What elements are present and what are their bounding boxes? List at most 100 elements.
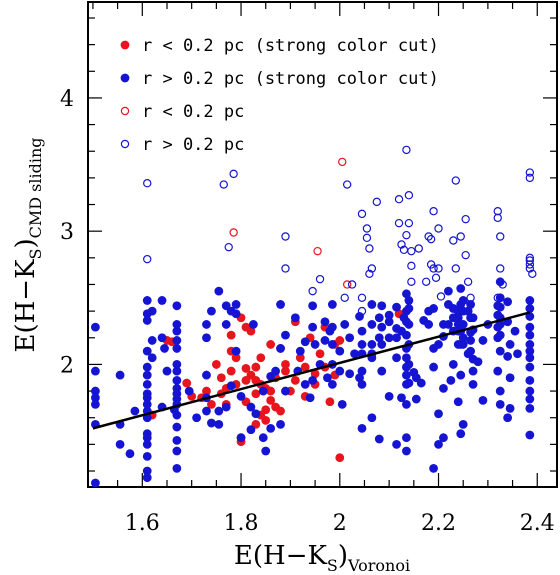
data-point: [300, 362, 310, 372]
data-point: [184, 386, 194, 396]
data-point: [434, 264, 443, 273]
data-point: [525, 340, 535, 349]
data-point: [221, 320, 231, 329]
data-point: [281, 366, 290, 376]
data-point: [458, 419, 468, 429]
data-point: [525, 376, 535, 385]
data-point: [221, 402, 231, 412]
data-point: [421, 277, 431, 287]
data-point: [310, 340, 320, 349]
data-point: [367, 320, 377, 329]
data-point: [236, 391, 246, 401]
y-axis-label: E(H−KS)CMD sliding: [11, 137, 45, 352]
data-point: [91, 322, 100, 332]
data-point: [271, 366, 280, 376]
data-point: [202, 406, 211, 416]
data-point: [226, 381, 236, 391]
data-point: [147, 353, 157, 363]
data-point: [434, 439, 443, 449]
data-point: [160, 344, 169, 353]
data-point: [362, 233, 372, 243]
data-point: [453, 313, 463, 323]
legend-label: r < 0.2 pc: [142, 102, 244, 122]
data-point: [172, 422, 182, 432]
data-point: [231, 353, 241, 363]
data-point: [404, 191, 414, 200]
data-point: [377, 366, 387, 376]
data-point: [429, 206, 438, 216]
data-point: [525, 264, 535, 273]
data-point: [468, 313, 478, 323]
data-point: [439, 384, 448, 393]
data-point: [231, 309, 241, 319]
data-point: [214, 419, 224, 429]
data-point: [172, 360, 182, 369]
data-point: [525, 330, 535, 340]
legend-label: r > 0.2 pc (strong color cut): [142, 69, 439, 89]
data-point: [258, 433, 268, 443]
data-point: [142, 429, 152, 439]
data-point: [424, 232, 433, 241]
data-point: [266, 423, 276, 433]
data-point: [434, 409, 443, 419]
data-point: [266, 340, 276, 349]
data-point: [337, 399, 347, 409]
data-point: [335, 366, 345, 376]
legend-marker: [120, 40, 130, 50]
data-point: [377, 301, 387, 311]
data-point: [392, 333, 401, 343]
data-point: [340, 320, 350, 329]
data-point: [525, 173, 535, 183]
data-point: [402, 433, 411, 443]
data-point: [495, 293, 505, 303]
data-point: [327, 340, 337, 349]
data-point: [402, 330, 411, 340]
data-point: [495, 386, 505, 396]
data-point: [429, 264, 438, 273]
data-point: [340, 293, 349, 302]
data-point: [456, 232, 465, 241]
data-point: [392, 439, 401, 449]
data-point: [357, 380, 367, 389]
data-point: [495, 399, 505, 409]
data-point: [182, 378, 192, 388]
data-point: [276, 344, 285, 353]
data-point: [466, 346, 476, 356]
data-point: [505, 373, 515, 383]
data-point: [115, 370, 125, 380]
legend-marker: [120, 139, 130, 149]
data-point: [91, 366, 100, 376]
data-point: [496, 232, 505, 241]
data-point: [207, 306, 216, 316]
data-point: [147, 306, 157, 316]
data-point: [295, 353, 305, 363]
data-point: [407, 261, 416, 271]
data-point: [207, 399, 216, 409]
data-point: [266, 386, 276, 396]
data-point: [458, 296, 468, 305]
data-point: [342, 280, 352, 289]
data-point: [466, 300, 476, 309]
data-point: [236, 433, 246, 443]
data-point: [172, 301, 182, 311]
data-point: [172, 320, 182, 329]
data-point: [513, 349, 522, 359]
data-point: [305, 393, 315, 403]
data-point: [357, 366, 367, 376]
data-point: [525, 386, 535, 396]
data-point: [142, 439, 152, 449]
data-point: [416, 378, 426, 388]
data-point: [365, 244, 374, 253]
data-point: [315, 274, 325, 284]
data-point: [357, 326, 367, 336]
data-point: [384, 310, 394, 320]
data-point: [525, 296, 535, 305]
data-point: [256, 353, 266, 363]
data-point: [411, 394, 421, 404]
data-point: [402, 230, 411, 240]
data-point: [461, 250, 470, 260]
data-point: [327, 322, 337, 332]
data-point: [276, 419, 285, 429]
data-point: [384, 333, 394, 343]
